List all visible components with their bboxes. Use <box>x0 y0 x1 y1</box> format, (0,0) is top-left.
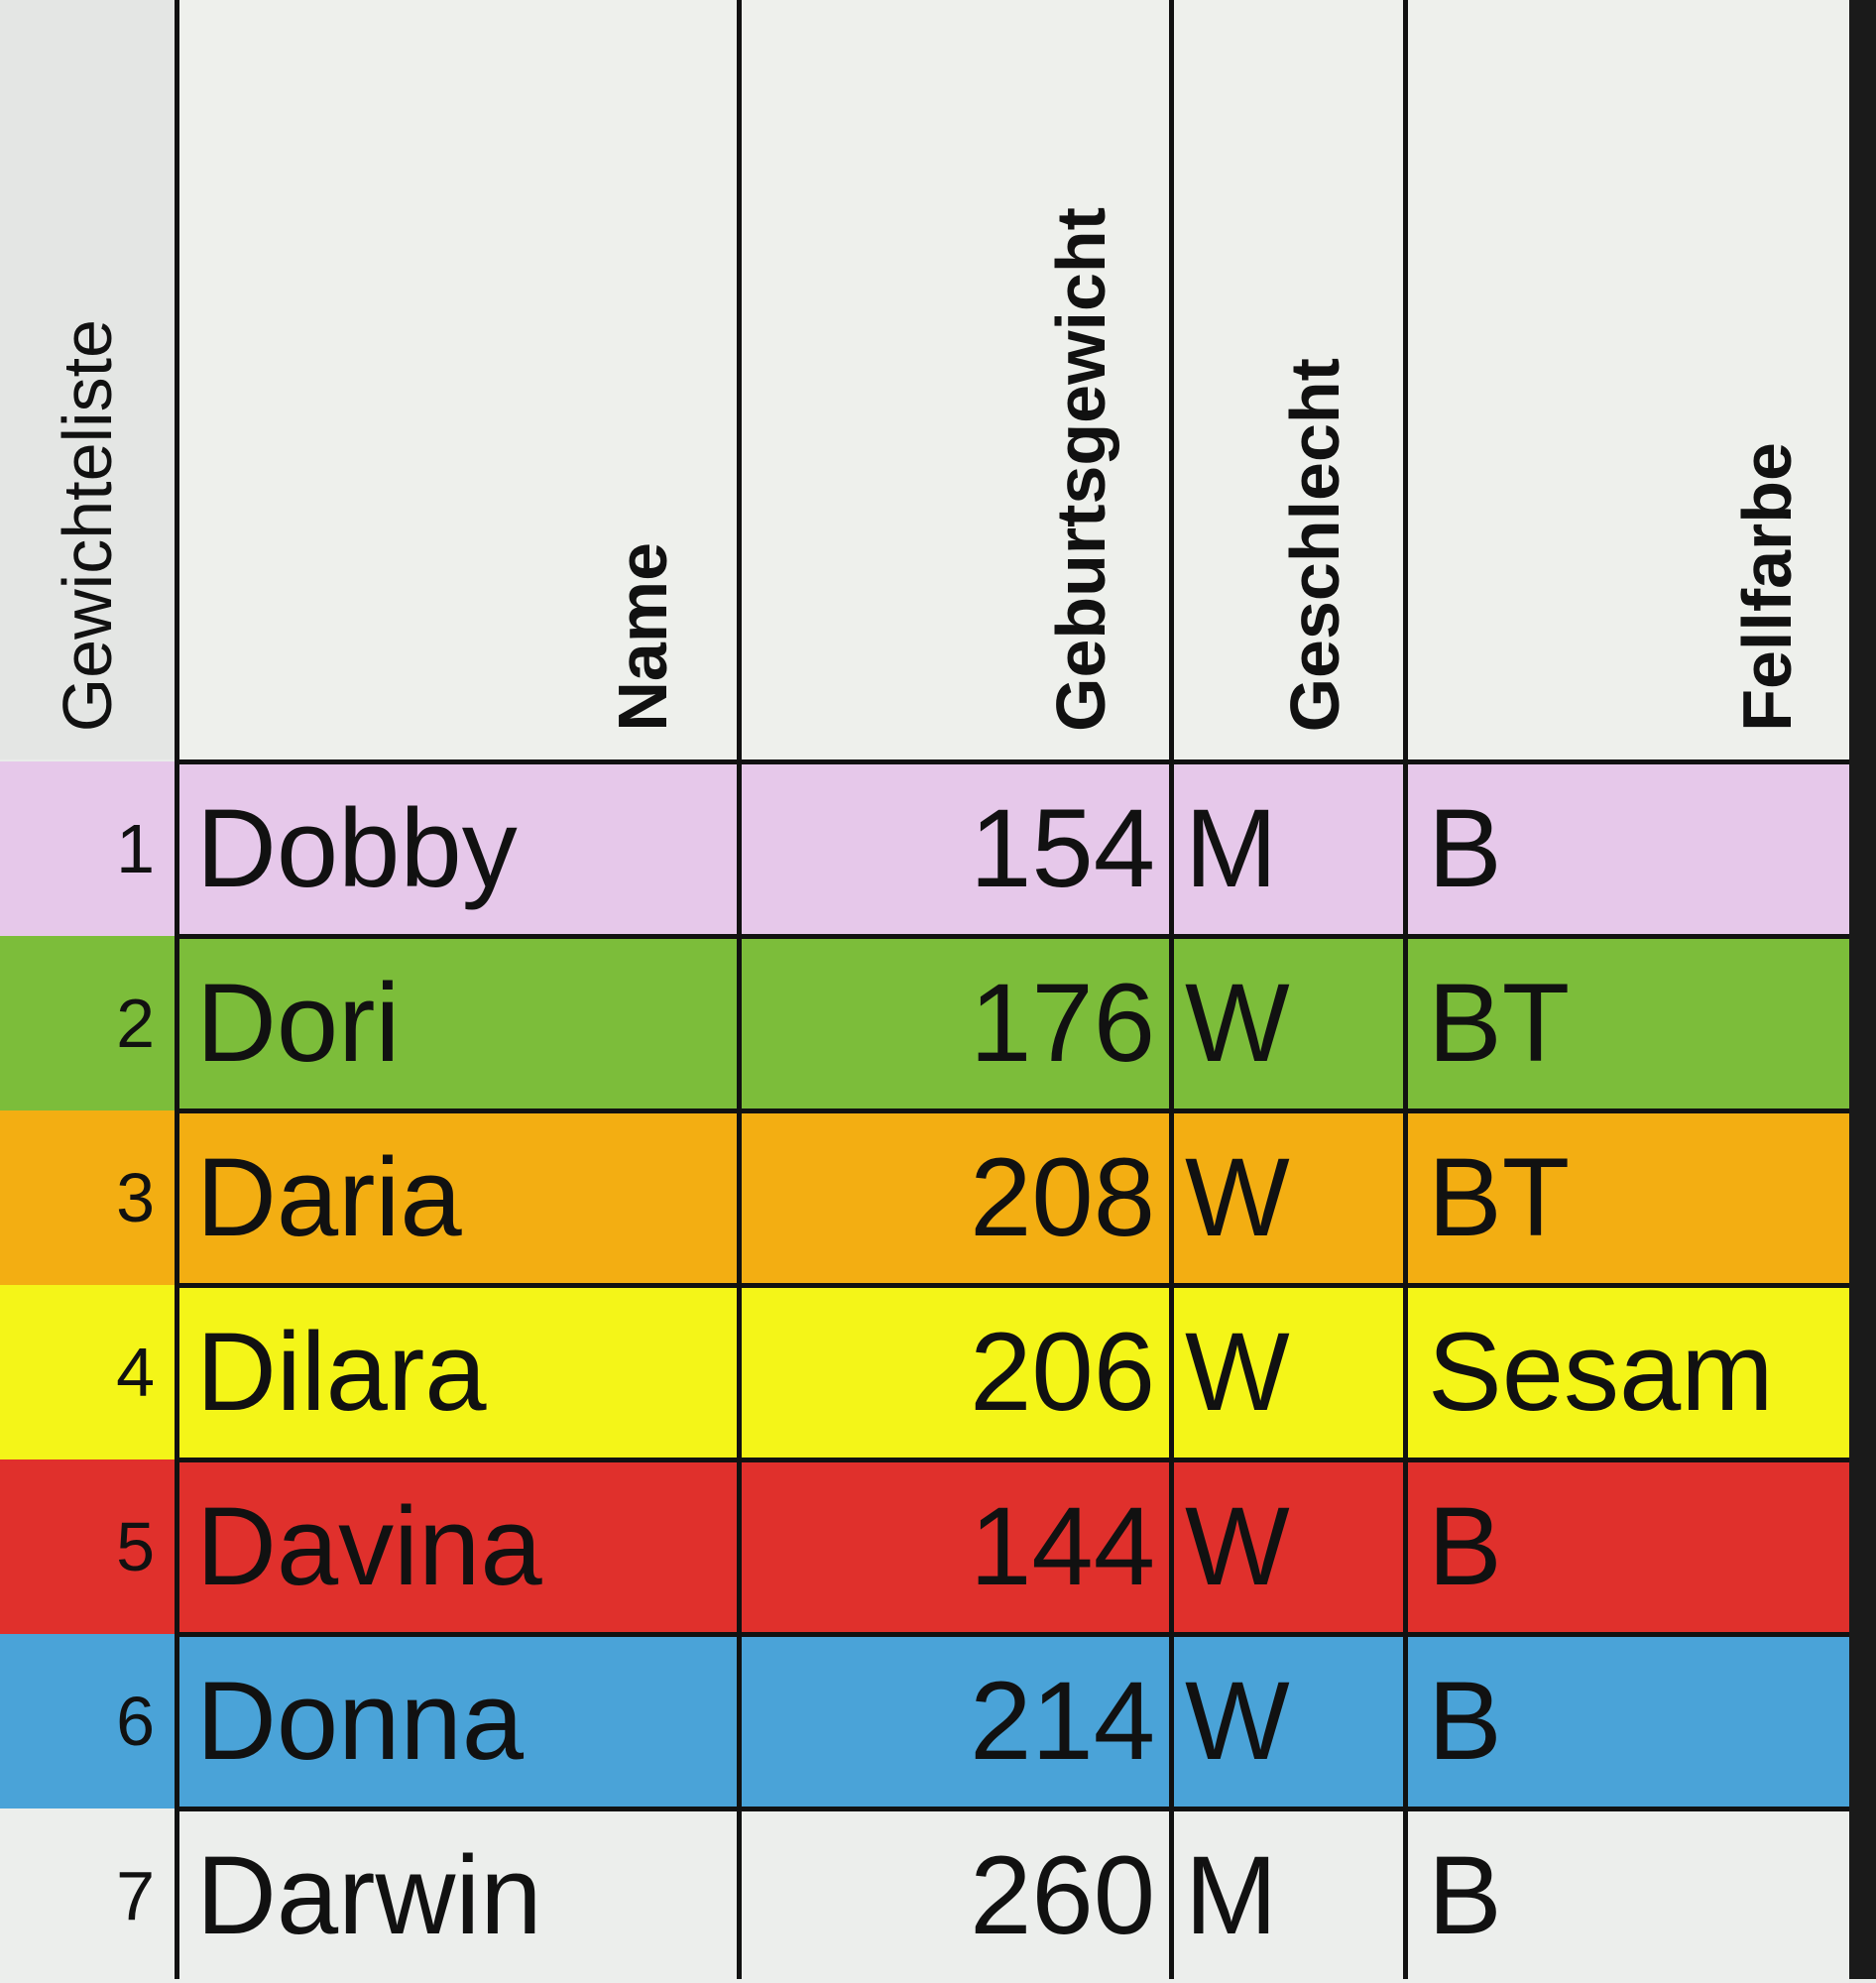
cell-name[interactable]: Dilara <box>196 1310 487 1434</box>
cell-fur[interactable]: Sesam <box>1428 1310 1774 1434</box>
list-title: Gewichteliste <box>49 318 126 732</box>
grid-line <box>176 934 1849 939</box>
table-row[interactable]: 4 Dilara 206 W Sesam <box>0 1285 1849 1459</box>
cell-name[interactable]: Davina <box>196 1484 542 1608</box>
row-number[interactable]: 2 <box>116 985 155 1062</box>
grid-line <box>737 0 742 1979</box>
cell-fur[interactable]: B <box>1428 1833 1502 1957</box>
cell-weight[interactable]: 176 <box>970 961 1155 1085</box>
screen-edge <box>1849 0 1876 1979</box>
table-row[interactable]: 6 Donna 214 W B <box>0 1634 1849 1808</box>
grid-line <box>176 1283 1849 1288</box>
cell-sex[interactable]: M <box>1185 1833 1278 1957</box>
grid-line <box>176 759 1849 764</box>
cell-weight[interactable]: 144 <box>970 1484 1155 1608</box>
column-header-fur[interactable]: Fellfarbe <box>1405 0 1849 759</box>
cell-fur[interactable]: BT <box>1428 961 1571 1085</box>
column-header-sex[interactable]: Geschlecht <box>1171 0 1405 759</box>
row-number[interactable]: 4 <box>116 1334 155 1411</box>
column-header-name[interactable]: Name <box>176 0 739 759</box>
cell-sex[interactable]: W <box>1185 961 1290 1085</box>
table-row[interactable]: 3 Daria 208 W BT <box>0 1110 1849 1285</box>
row-number[interactable]: 1 <box>116 810 155 887</box>
row-header-column-title: Gewichteliste <box>0 0 176 759</box>
grid-line <box>176 1458 1849 1462</box>
cell-name[interactable]: Daria <box>196 1135 462 1259</box>
cell-name[interactable]: Darwin <box>196 1833 542 1957</box>
table-row[interactable]: 1 Dobby 154 M B <box>0 761 1849 936</box>
table-row[interactable]: 7 Darwin 260 M B <box>0 1808 1849 1983</box>
cell-name[interactable]: Dori <box>196 961 401 1085</box>
row-number[interactable]: 7 <box>116 1857 155 1934</box>
header-name: Name <box>604 542 681 732</box>
cell-fur[interactable]: B <box>1428 1484 1502 1608</box>
row-number[interactable]: 3 <box>116 1159 155 1236</box>
cell-sex[interactable]: W <box>1185 1659 1290 1783</box>
cell-sex[interactable]: W <box>1185 1135 1290 1259</box>
cell-sex[interactable]: M <box>1185 786 1278 910</box>
cell-name[interactable]: Dobby <box>196 786 518 910</box>
cell-sex[interactable]: W <box>1185 1310 1290 1434</box>
table-row[interactable]: 2 Dori 176 W BT <box>0 936 1849 1110</box>
grid-line <box>176 1108 1849 1113</box>
header-weight: Geburtsgewicht <box>1042 207 1119 732</box>
table-row[interactable]: 5 Davina 144 W B <box>0 1459 1849 1634</box>
column-header-weight[interactable]: Geburtsgewicht <box>739 0 1171 759</box>
grid-line <box>176 1807 1849 1811</box>
row-number[interactable]: 6 <box>116 1683 155 1760</box>
grid-line <box>1169 0 1174 1979</box>
grid-line <box>175 0 179 1979</box>
cell-name[interactable]: Donna <box>196 1659 525 1783</box>
cell-fur[interactable]: BT <box>1428 1135 1571 1259</box>
cell-fur[interactable]: B <box>1428 786 1502 910</box>
cell-fur[interactable]: B <box>1428 1659 1502 1783</box>
row-number[interactable]: 5 <box>116 1508 155 1585</box>
header-sex: Geschlecht <box>1276 357 1353 732</box>
cell-weight[interactable]: 206 <box>970 1310 1155 1434</box>
cell-weight[interactable]: 208 <box>970 1135 1155 1259</box>
header-fur: Fellfarbe <box>1728 442 1806 732</box>
grid-line <box>1403 0 1408 1979</box>
grid-line <box>176 1632 1849 1637</box>
cell-weight[interactable]: 214 <box>970 1659 1155 1783</box>
cell-sex[interactable]: W <box>1185 1484 1290 1608</box>
cell-weight[interactable]: 154 <box>970 786 1155 910</box>
cell-weight[interactable]: 260 <box>970 1833 1155 1957</box>
